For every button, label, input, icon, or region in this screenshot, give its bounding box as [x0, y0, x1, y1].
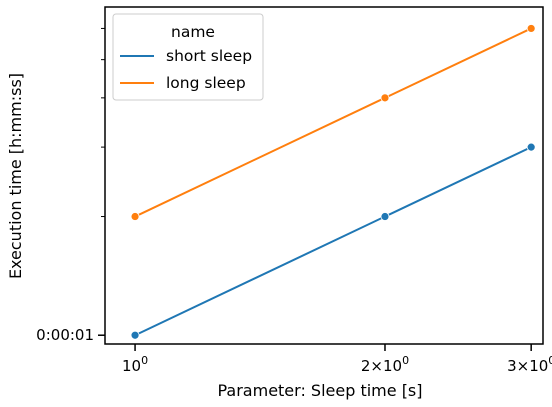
data-point	[130, 330, 140, 340]
data-point	[380, 93, 390, 103]
data-point	[130, 212, 140, 221]
data-point	[526, 24, 536, 33]
y-axis-title: Execution time [h:mm:ss]	[6, 73, 25, 279]
x-tick-label: 3×100	[507, 354, 552, 375]
plot-frame	[104, 6, 544, 345]
legend-label-long-sleep: long sleep	[166, 74, 246, 92]
series-layer	[130, 24, 536, 340]
y-axis: 0:00:01	[36, 27, 105, 344]
data-point	[380, 212, 390, 221]
x-tick-label: 100	[122, 354, 148, 375]
legend-label-short-sleep: short sleep	[166, 47, 252, 65]
legend-box	[112, 13, 264, 101]
data-point	[526, 142, 536, 152]
legend: name short sleep long sleep	[112, 13, 264, 101]
x-axis: 100 2×100 3×100	[122, 344, 552, 375]
series-line-0	[134, 146, 532, 337]
y-tick-label: 0:00:01	[36, 326, 94, 344]
x-axis-title: Parameter: Sleep time [s]	[217, 381, 422, 400]
legend-title: name	[171, 23, 215, 41]
x-tick-label: 2×100	[361, 354, 409, 375]
